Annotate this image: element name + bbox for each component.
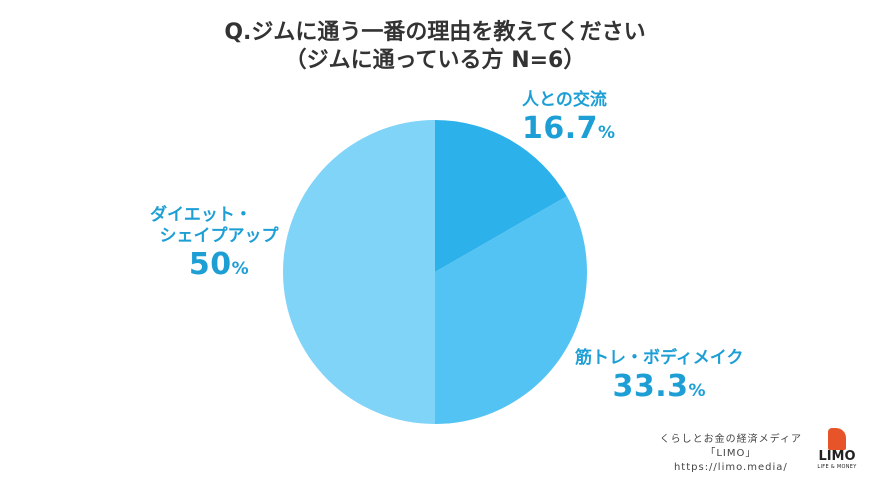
slice-label-diet-name-line2: シェイプアップ: [159, 226, 279, 246]
pie-slice-diet: [283, 120, 435, 424]
chart-title: Q.ジムに通う一番の理由を教えてください: [224, 20, 646, 45]
pie-slice-training: [435, 196, 587, 424]
slice-label-social-name: 人との交流: [522, 90, 607, 110]
credit-line-1: くらしとお金の経済メディア: [659, 434, 802, 445]
chart-subtitle: （ジムに通っている方 N=6）: [284, 48, 586, 73]
slice-label-training: 筋トレ・ボディメイク 33.3%: [575, 348, 743, 409]
limo-logo: LIMO LIFE & MONEY: [815, 428, 859, 470]
logo-text: LIMO: [818, 449, 856, 464]
fox-icon: [828, 428, 846, 450]
slice-label-diet-name-line1: ダイエット・: [150, 205, 252, 225]
slice-label-diet: ダイエット・ シェイプアップ 50%: [150, 205, 288, 287]
credit-text: くらしとお金の経済メディア 「LIMO」 https://limo.media/: [660, 433, 802, 475]
slice-label-diet-value: 50%: [188, 247, 250, 282]
slice-label-social-value: 16.7%: [522, 111, 616, 146]
slice-label-training-name: 筋トレ・ボディメイク: [575, 348, 744, 368]
credit-line-2: 「LIMO」: [705, 448, 757, 459]
slice-label-social: 人との交流 16.7%: [522, 90, 616, 151]
slice-label-training-value: 33.3%: [612, 369, 707, 404]
credit-line-3: https://limo.media/: [673, 462, 788, 473]
logo-subtext: LIFE & MONEY: [817, 464, 857, 470]
pie-slice-social: [435, 120, 567, 272]
